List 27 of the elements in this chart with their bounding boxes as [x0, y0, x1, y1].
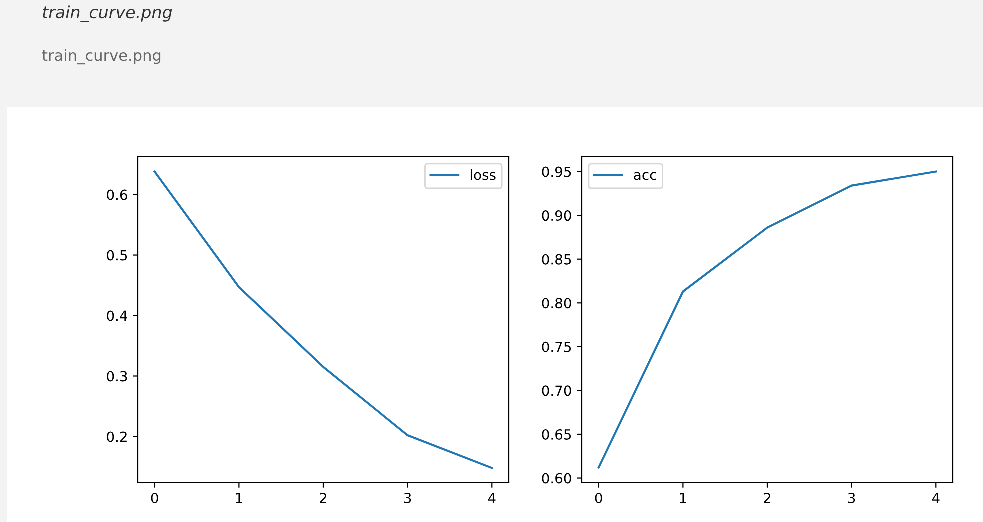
y-tick-label: 0.90	[542, 210, 572, 222]
y-tick-label: 0.4	[107, 310, 128, 322]
x-tick-label: 1	[680, 493, 686, 504]
legend-label: acc	[634, 172, 656, 180]
y-tick-label: 0.80	[542, 298, 572, 309]
y-tick-label: 0.95	[542, 166, 572, 178]
x-tick-label: 4	[932, 493, 940, 504]
y-tick-label: 0.85	[542, 254, 572, 265]
x-tick-label: 4	[488, 493, 496, 504]
legend-label: loss	[470, 170, 496, 180]
text: train_curve.png	[43, 6, 172, 22]
y-tick-label: 0.70	[542, 386, 572, 396]
y-tick-label: 0.3	[107, 371, 128, 382]
y-tick-label: 0.2	[107, 432, 127, 442]
y-tick-label: 0.5	[107, 250, 128, 261]
text: train_curve.png	[42, 49, 161, 65]
x-tick-label: 0	[151, 492, 158, 504]
x-tick-label: 3	[404, 492, 412, 504]
x-tick-label: 0	[595, 492, 602, 504]
y-tick-label: 0.75	[542, 342, 572, 352]
y-tick-label: 0.60	[542, 473, 572, 484]
x-tick-label: 2	[764, 492, 771, 504]
x-tick-label: 1	[236, 493, 242, 504]
y-tick-label: 0.65	[542, 429, 572, 440]
y-tick-label: 0.6	[107, 190, 128, 200]
x-tick-label: 2	[320, 492, 327, 504]
x-tick-label: 3	[848, 492, 856, 504]
